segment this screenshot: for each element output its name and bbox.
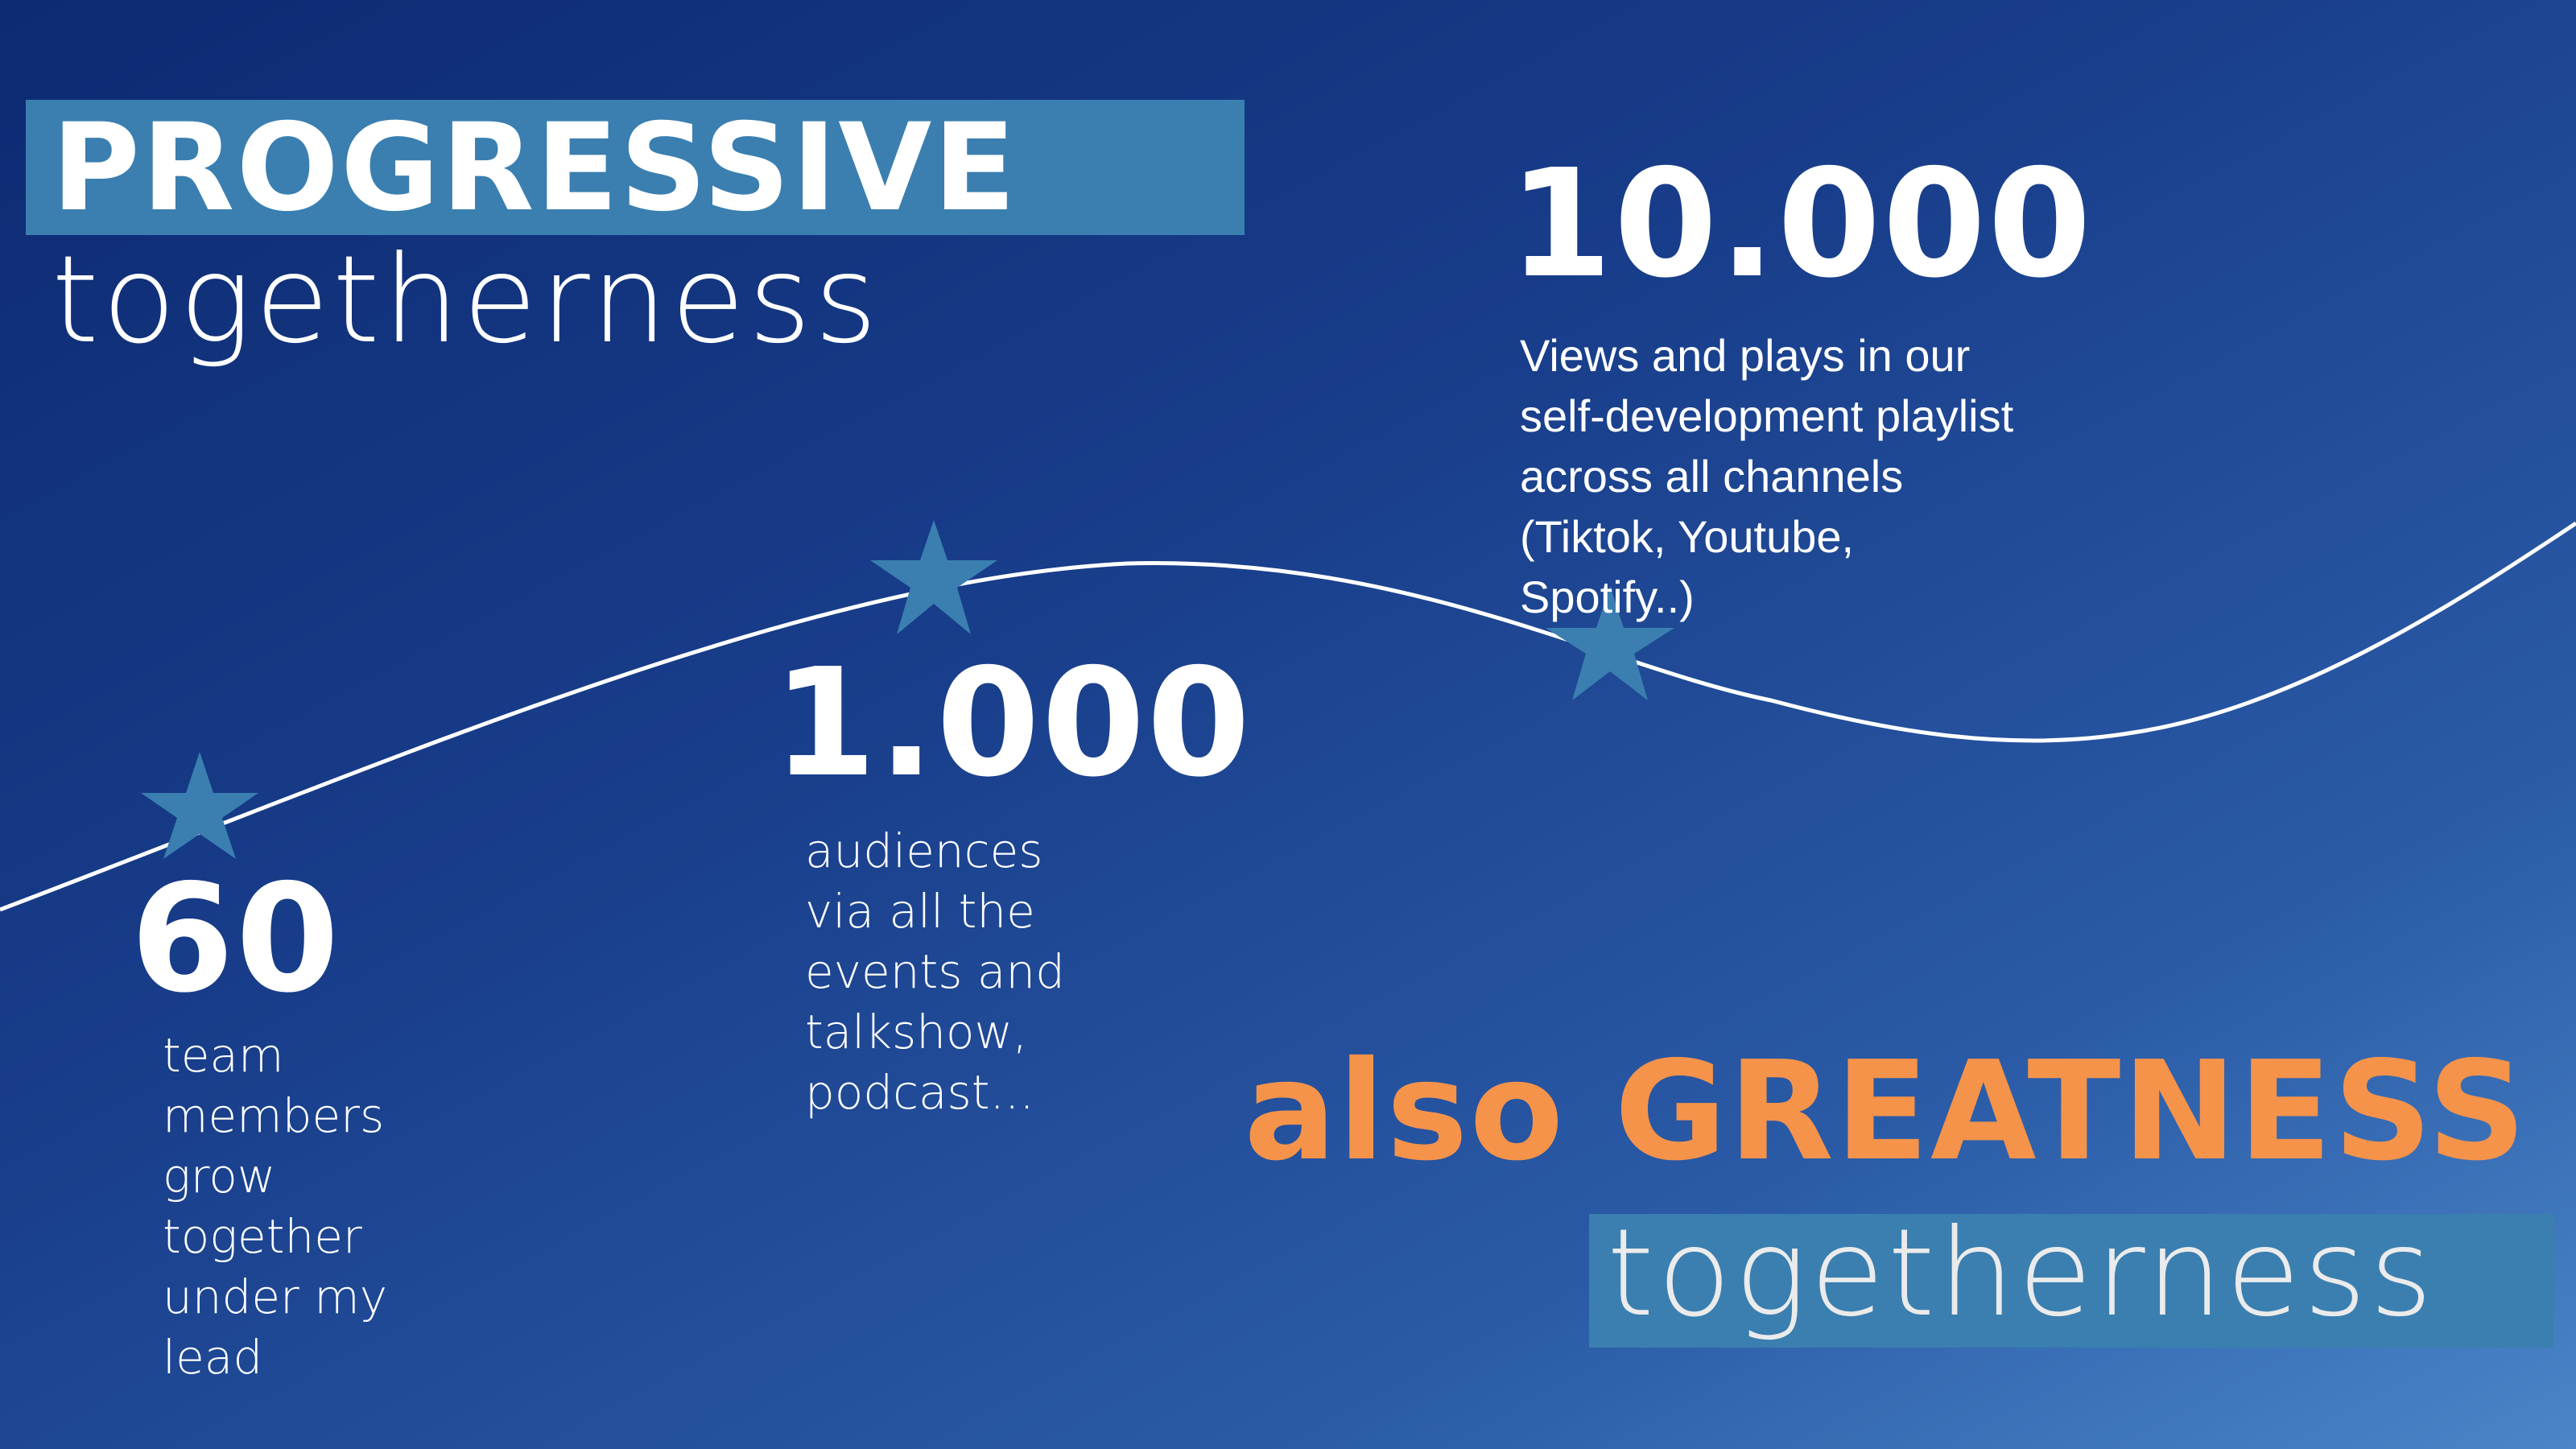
- stat-views-caption: Views and plays in our self-development …: [1520, 325, 2013, 627]
- star-icon: [870, 520, 997, 634]
- footer-highlight-box: [1589, 1214, 2553, 1348]
- footer-word: togetherness: [1607, 1203, 2436, 1344]
- caption-line: under my: [163, 1269, 388, 1324]
- caption-line: lead: [163, 1330, 263, 1385]
- caption-line: podcast...: [805, 1065, 1034, 1120]
- stat-team-value: 60: [130, 852, 341, 1026]
- caption-line: events and: [805, 944, 1065, 999]
- page-subtitle: togetherness: [52, 230, 881, 370]
- caption-line: talkshow,: [805, 1005, 1028, 1059]
- footer-highlight: GREATNESS: [1614, 1032, 2528, 1191]
- caption-line: Views and plays in our: [1520, 330, 1971, 381]
- title-highlight: [26, 100, 1245, 235]
- stat-views-value: 10.000: [1509, 137, 2093, 311]
- caption-line: self-development playlist: [1520, 390, 2014, 441]
- caption-line: together: [163, 1209, 362, 1264]
- star-icon: [1546, 586, 1674, 700]
- caption-line: via all the: [805, 884, 1035, 939]
- caption-line: audiences: [805, 824, 1043, 878]
- caption-line: Spotify..): [1520, 572, 1695, 622]
- caption-line: team: [163, 1028, 284, 1083]
- star-icon: [141, 752, 258, 859]
- caption-line: grow: [163, 1149, 276, 1203]
- footer-headline: also GREATNESS: [1244, 1043, 2528, 1180]
- caption-line: (Tiktok, Youtube,: [1520, 511, 1855, 562]
- stat-team-caption: team members grow together under my lead: [163, 1026, 387, 1388]
- stat-audiences-caption: audiences via all the events and talksho…: [805, 821, 1065, 1123]
- footer-prefix: also: [1244, 1032, 1566, 1191]
- caption-line: across all channels: [1520, 451, 1904, 502]
- page-title: PROGRESSIVE: [52, 98, 1018, 238]
- stat-audiences-value: 1.000: [773, 636, 1253, 810]
- curve-line: [0, 521, 2576, 912]
- caption-line: members: [163, 1088, 385, 1143]
